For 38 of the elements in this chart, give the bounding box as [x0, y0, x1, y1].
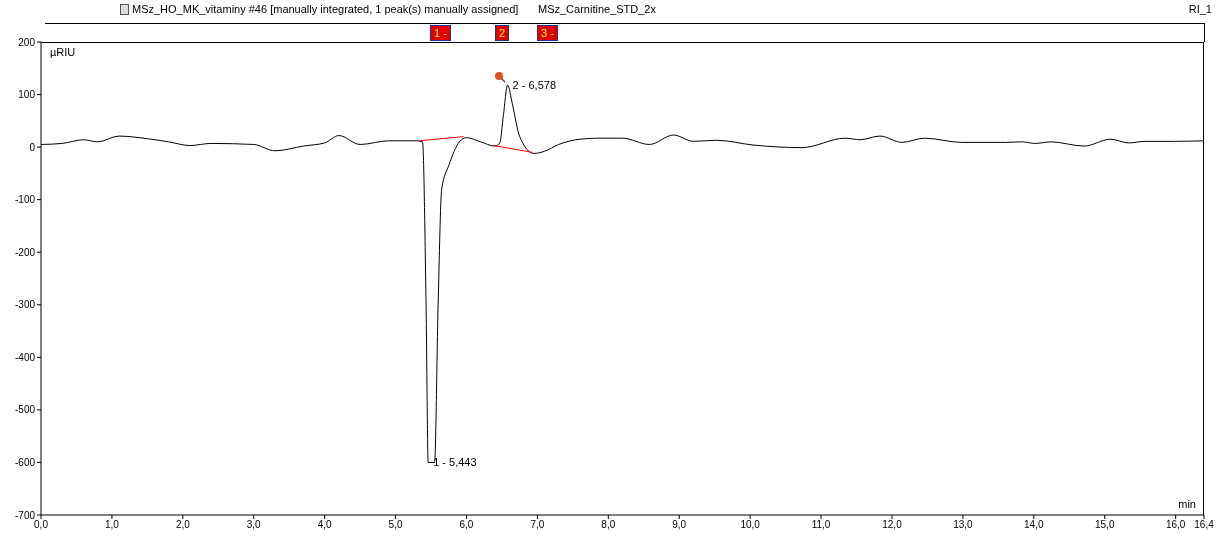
- y-tick-label: 0: [29, 141, 36, 153]
- x-axis-title: min: [1178, 498, 1196, 510]
- x-tick-label: 15,0: [1094, 519, 1115, 531]
- x-tick-label: 13,0: [953, 519, 974, 531]
- x-tick-label: 8,0: [601, 519, 616, 531]
- x-tick-label: 7,0: [530, 519, 545, 531]
- x-tick-label: 12,0: [882, 519, 903, 531]
- x-tick-label: 4,0: [317, 519, 333, 531]
- x-tick-label: 6,0: [459, 519, 474, 531]
- y-axis-title: µRIU: [50, 46, 76, 58]
- x-tick-label: 10,0: [740, 519, 761, 531]
- x-tick-label: 9,0: [672, 519, 687, 531]
- text: RI_1: [1188, 3, 1212, 15]
- x-tick-label: 11,0: [811, 519, 831, 531]
- y-tick-label: -400: [14, 351, 36, 363]
- x-tick-label: 16,4: [1194, 519, 1215, 531]
- annotation: 2 - 6,578: [512, 79, 557, 91]
- y-tick-label: -100: [14, 194, 36, 206]
- x-tick-label: 5,0: [388, 519, 403, 531]
- x-tick-label: 1,0: [104, 519, 120, 531]
- x-tick-label: 16,0: [1165, 519, 1186, 531]
- x-tick-label: 0,0: [34, 519, 49, 531]
- y-tick-label: 100: [18, 89, 36, 101]
- text: 3 -: [537, 25, 558, 41]
- y-tick-label: -600: [14, 456, 36, 468]
- text: 2: [495, 25, 510, 41]
- chart-title: MSz_HO_MK_vitaminy #46 [manually integrated, 1 peak(s) manually assigned]: [132, 3, 519, 15]
- annotation: 1 - 5,443: [433, 456, 477, 469]
- y-tick-label: -200: [14, 246, 36, 258]
- x-tick-label: 2,0: [175, 519, 191, 531]
- y-tick-label: -700: [14, 509, 36, 521]
- chart-subtitle: MSz_Carnitine_STD_2x: [538, 3, 656, 15]
- y-tick-label: -500: [14, 404, 36, 416]
- text: 1 -: [430, 25, 451, 41]
- x-tick-label: 14,0: [1024, 519, 1044, 531]
- x-tick-label: 3,0: [246, 519, 262, 531]
- y-tick-label: 200: [18, 36, 36, 48]
- y-tick-label: -300: [14, 299, 36, 311]
